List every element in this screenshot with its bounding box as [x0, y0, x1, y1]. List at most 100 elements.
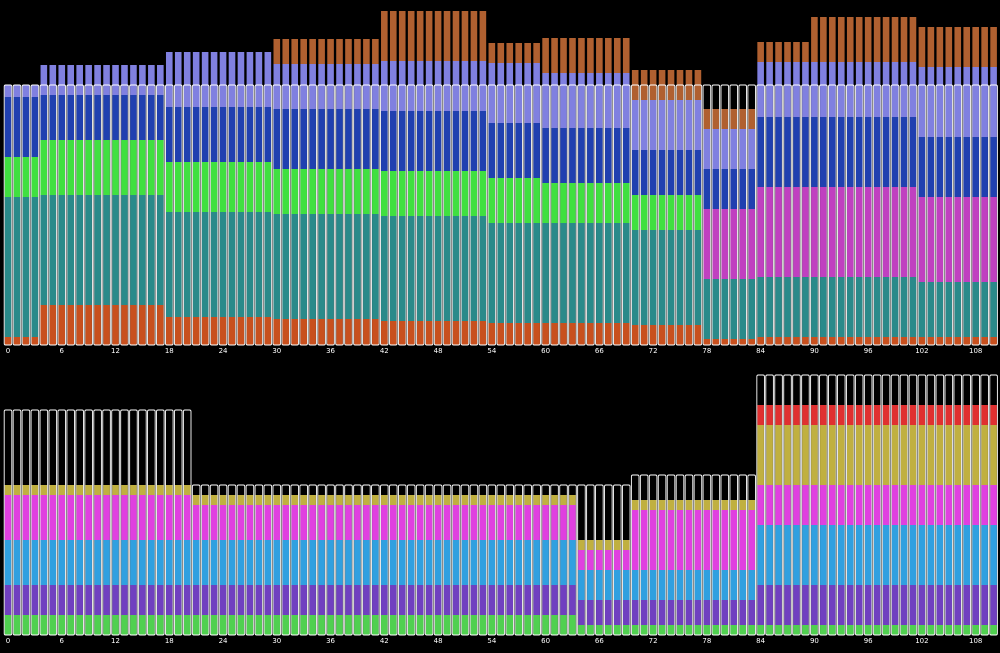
- bar-segment: [721, 570, 729, 600]
- bar-segment: [139, 195, 146, 305]
- bar-segment: [533, 123, 540, 178]
- bar-segment: [784, 405, 791, 425]
- capacity-outline: [541, 84, 550, 346]
- bar-segment: [309, 495, 316, 505]
- capacity-outline: [120, 84, 129, 346]
- x-tick-label: 84: [756, 347, 765, 355]
- bar-segment: [667, 325, 675, 345]
- bar-segment: [622, 128, 630, 183]
- x-tick-label: 54: [487, 637, 496, 645]
- bar-segment: [855, 485, 863, 525]
- bar-segment: [712, 209, 720, 279]
- bar-segment: [264, 585, 272, 615]
- bar-segment: [837, 585, 845, 625]
- bar-segment: [739, 169, 747, 209]
- capacity-outline: [917, 374, 927, 636]
- bar-segment: [112, 495, 119, 540]
- capacity-outline: [308, 84, 317, 346]
- bar-segment: [139, 140, 146, 195]
- bar-segment: [381, 171, 388, 216]
- capacity-outline: [218, 84, 228, 346]
- capacity-outline: [200, 484, 210, 636]
- capacity-outline: [756, 84, 765, 346]
- bar-segment: [157, 540, 164, 585]
- bar-segment: [121, 495, 128, 540]
- bar-segment: [264, 317, 272, 345]
- capacity-outline: [505, 84, 515, 346]
- bar-segment: [309, 615, 316, 635]
- bar-segment: [461, 505, 469, 540]
- bar-segment: [103, 615, 110, 635]
- bar-segment: [67, 140, 75, 195]
- bar-segment: [730, 510, 738, 570]
- bar-segment: [318, 109, 325, 169]
- bar-segment: [613, 600, 621, 625]
- bar-segment: [909, 405, 917, 425]
- bar-segment: [882, 277, 890, 337]
- bar-segment: [345, 319, 352, 345]
- bar-segment: [685, 100, 693, 150]
- bar-segment: [76, 615, 83, 635]
- bar-segment: [694, 510, 702, 570]
- capacity-outline: [75, 409, 84, 636]
- x-tick-label: 30: [272, 347, 281, 355]
- bar-segment: [918, 405, 926, 425]
- x-tick-label: 78: [702, 347, 711, 355]
- capacity-outline: [613, 84, 622, 346]
- bar-segment: [596, 73, 603, 128]
- bar-segment: [309, 540, 316, 585]
- bar-segment: [676, 195, 684, 230]
- bar-segment: [918, 525, 926, 585]
- bar-segment: [963, 525, 971, 585]
- bar-segment: [67, 540, 75, 585]
- bar-segment: [945, 425, 953, 485]
- bar-segment: [694, 100, 702, 150]
- bar-segment: [873, 525, 881, 585]
- bar-segment: [945, 137, 953, 197]
- capacity-outline: [308, 484, 317, 636]
- bar-segment: [4, 585, 12, 615]
- bar-segment: [900, 425, 908, 485]
- bar-segment: [130, 540, 137, 585]
- capacity-outline: [532, 84, 541, 346]
- bar-segment: [192, 505, 200, 540]
- capacity-outline: [702, 84, 712, 346]
- bar-segment: [40, 305, 48, 345]
- bar-segment: [667, 600, 675, 625]
- bar-segment: [372, 540, 379, 585]
- bar-segment: [909, 17, 917, 62]
- capacity-outline: [496, 84, 506, 346]
- bar-segment: [846, 485, 854, 525]
- bar-segment: [784, 187, 791, 277]
- bar-segment: [900, 625, 908, 635]
- capacity-outline: [729, 84, 739, 346]
- capacity-outline: [227, 84, 237, 346]
- bar-segment: [578, 600, 585, 625]
- bar-segment: [837, 277, 845, 337]
- bar-segment: [157, 495, 164, 540]
- bar-segment: [506, 615, 514, 635]
- bar-segment: [291, 214, 299, 319]
- bar-segment: [703, 510, 711, 570]
- bar-segment: [954, 27, 962, 67]
- bar-segment: [452, 111, 460, 171]
- bar-segment: [542, 73, 549, 128]
- bar-segment: [882, 17, 890, 62]
- x-tick-label: 60: [541, 637, 550, 645]
- bar-segment: [694, 570, 702, 600]
- bar-segment: [945, 525, 953, 585]
- bar-segment: [631, 325, 639, 345]
- bar-segment: [542, 585, 549, 615]
- bar-segment: [336, 319, 343, 345]
- bar-segment: [864, 62, 872, 117]
- bar-segment: [891, 425, 899, 485]
- bar-segment: [927, 67, 935, 137]
- bar-segment: [882, 425, 890, 485]
- capacity-outline: [863, 84, 873, 346]
- bar-segment: [201, 52, 209, 107]
- bar-segment: [461, 171, 469, 216]
- bar-segment: [336, 109, 343, 169]
- bar-segment: [13, 337, 21, 345]
- bar-segment: [909, 187, 917, 277]
- bar-segment: [237, 505, 245, 540]
